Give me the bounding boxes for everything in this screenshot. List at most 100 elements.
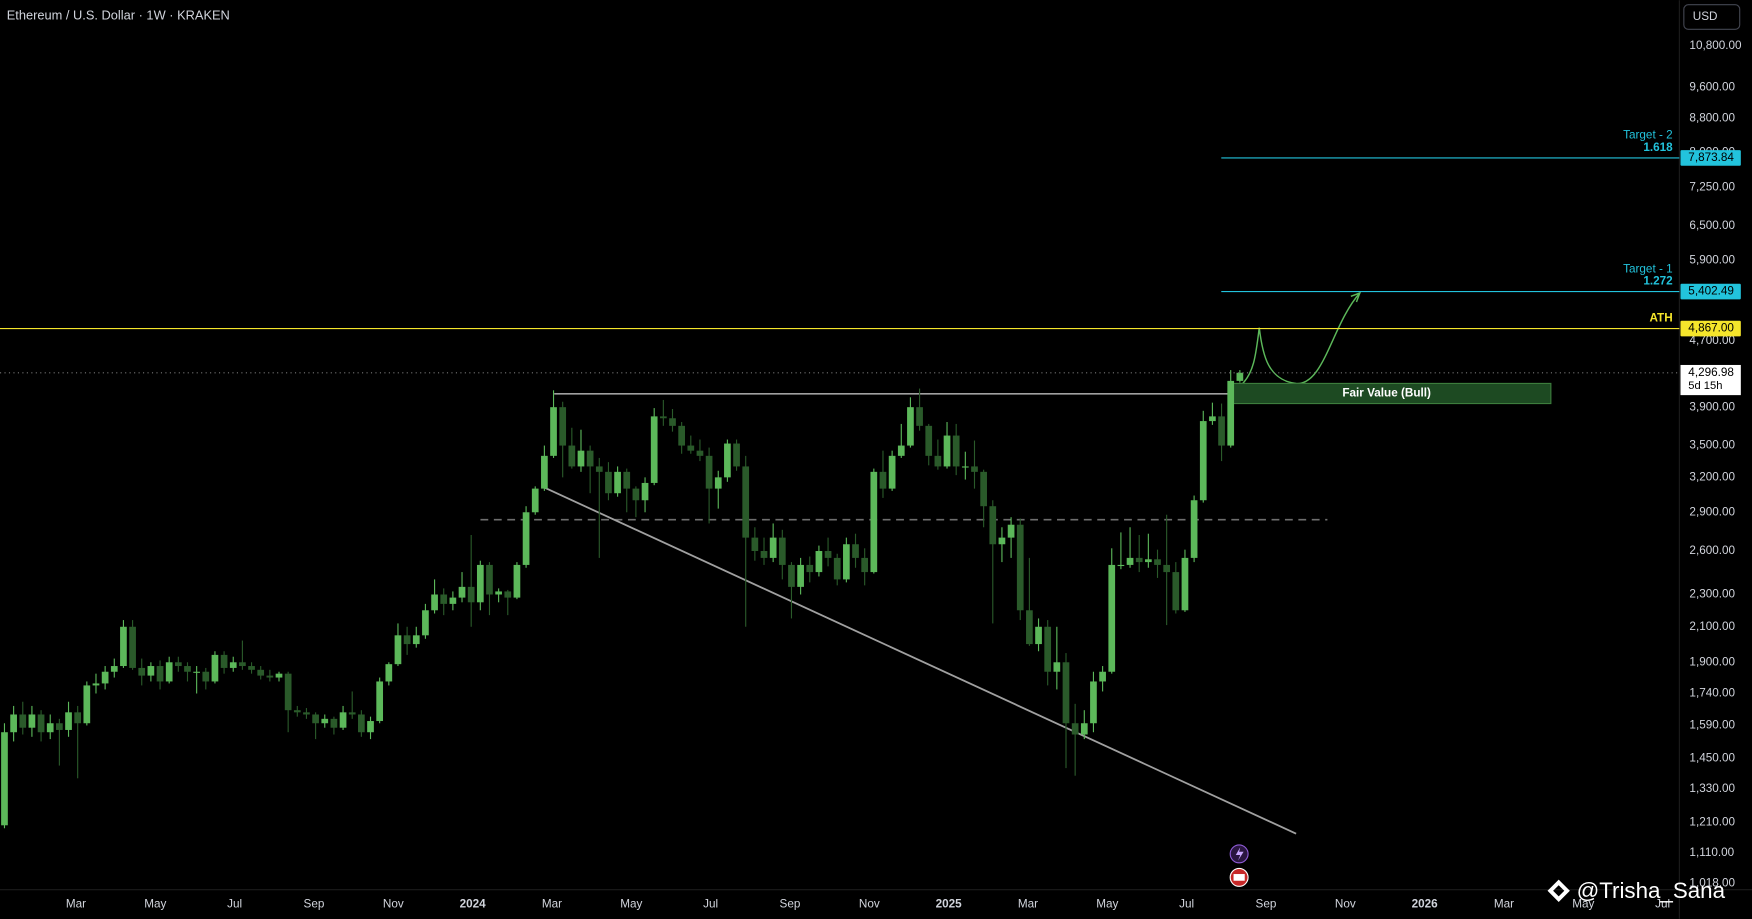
candle-body [1035, 626, 1042, 645]
candle-body [824, 551, 832, 558]
candle-body [971, 466, 978, 472]
candle-body [522, 512, 530, 565]
x-tick-label: Sep [1256, 897, 1277, 910]
candle-body [952, 435, 960, 467]
candle-body [687, 445, 695, 451]
candle-body [257, 669, 265, 676]
candle-body [1209, 416, 1216, 422]
candle-body [1154, 559, 1161, 565]
candle-body [1117, 564, 1125, 567]
candle-body [614, 471, 621, 494]
candle-body [156, 666, 164, 682]
candle-body [1099, 671, 1106, 682]
x-tick-label: 2026 [1412, 897, 1439, 910]
level-price-tag [1680, 150, 1741, 166]
plot-layer: Fair Value (Bull) [1, 370, 1552, 835]
level-name: Target - 2 [1623, 129, 1673, 142]
candle-body [531, 488, 539, 513]
candle-body [879, 471, 887, 489]
x-tick-label: Nov [1335, 897, 1356, 910]
candle-body [843, 544, 850, 580]
symbol-title: Ethereum / U.S. Dollar · 1W · KRAKEN [7, 7, 230, 22]
candle-body [641, 482, 649, 501]
candle-body [742, 466, 750, 538]
candle-body [1218, 416, 1225, 446]
candle-body [56, 723, 63, 730]
candle-body [650, 416, 658, 483]
x-tick-label: Mar [1018, 897, 1038, 910]
candle-body [925, 425, 933, 456]
candle-body [147, 666, 155, 676]
candle-body [998, 537, 1006, 545]
candle-body [1163, 564, 1171, 573]
candle-body [10, 714, 17, 733]
candle-body [220, 654, 228, 668]
candle-body [632, 488, 640, 501]
candle-body [1236, 372, 1244, 381]
x-tick-label: Sep [304, 897, 325, 910]
y-tick-label: 8,800.00 [1689, 112, 1735, 125]
candle-body [138, 667, 146, 676]
candle-body [312, 714, 319, 724]
candle-body [989, 506, 997, 545]
candle-body [1090, 681, 1097, 724]
candle-body [1053, 662, 1061, 672]
candle-body [852, 544, 859, 558]
candle-body [248, 666, 255, 670]
watermark-logo [1547, 879, 1570, 902]
levels-layer: ATH Target - 11.272 Target - 21.618 [0, 129, 1680, 374]
candle-body [586, 450, 594, 467]
candle-body [275, 673, 283, 678]
candle-body [1199, 421, 1207, 501]
candle-body [1135, 557, 1143, 563]
candle-body [806, 564, 814, 573]
candle-body [37, 714, 45, 733]
candle-body [476, 564, 484, 603]
candle-body [165, 662, 173, 682]
y-tick-label: 3,900.00 [1689, 400, 1735, 413]
currency-button[interactable] [1683, 4, 1741, 30]
candle-body [751, 537, 759, 552]
candle-body [19, 714, 27, 728]
candle-body [1080, 723, 1088, 735]
y-tick-label: 3,500.00 [1689, 439, 1735, 452]
candle-body [422, 610, 429, 636]
last-price-tag [1680, 364, 1741, 396]
candle-body [724, 443, 731, 478]
candle-body [934, 455, 942, 467]
trendline [543, 486, 1297, 835]
candle-body [623, 471, 631, 489]
level-price-label: 5,402.49 [1688, 285, 1734, 298]
candle-body [74, 712, 82, 724]
candle-body [202, 671, 210, 682]
y-tick-label: 7,250.00 [1689, 180, 1735, 193]
y-tick-label: 9,600.00 [1689, 81, 1735, 94]
candle-body [788, 564, 795, 587]
y-tick-label: 1,210.00 [1689, 815, 1735, 828]
projection-arrowhead [1350, 291, 1362, 303]
x-tick-label: May [1572, 897, 1594, 910]
y-tick-label: 1,018.00 [1689, 877, 1735, 890]
candle-body [559, 407, 567, 446]
candle-body [769, 537, 777, 558]
candle-body [431, 594, 438, 611]
x-tick-label: 2024 [460, 897, 487, 910]
y-tick-label: 3,200.00 [1689, 470, 1735, 483]
candle-body [1227, 380, 1235, 446]
x-tick-label: May [1096, 897, 1118, 910]
candle-body [449, 597, 457, 604]
candle-body [678, 425, 686, 446]
level-ratio: 1.272 [1643, 275, 1673, 288]
candle-body [458, 586, 466, 598]
watermark-text: @Trisha_Sana [1577, 878, 1726, 903]
candle-body [605, 471, 612, 494]
candle-body [577, 450, 585, 467]
level-price-label: 4,867.00 [1688, 322, 1734, 335]
candle-body [28, 714, 36, 728]
currency-label[interactable]: USD [1693, 10, 1718, 23]
x-tick-label: May [620, 897, 642, 910]
watermark: @Trisha_Sana [1547, 878, 1726, 903]
candle-body [129, 626, 136, 668]
